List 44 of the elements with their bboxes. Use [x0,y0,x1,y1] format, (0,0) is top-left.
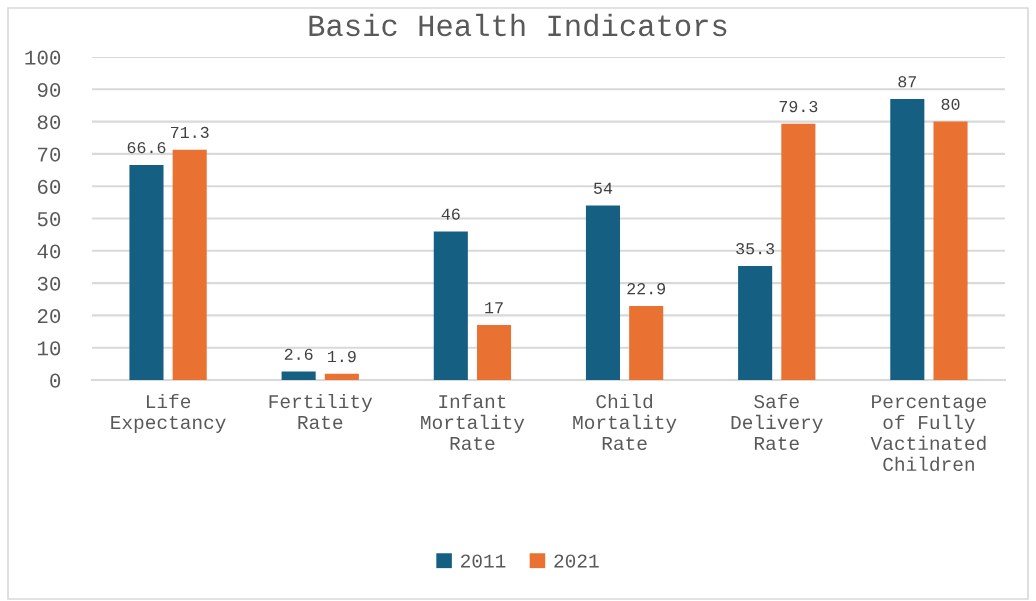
y-tick-label: 10 [37,341,61,356]
x-tick-label: Child Mortality Rate [573,393,677,451]
bar [738,265,773,380]
bar [629,306,664,380]
y-tick-label: 20 [37,309,61,324]
y-tick-label: 60 [37,179,61,194]
bar [781,123,816,380]
data-label: 35.3 [736,243,775,255]
bar [933,121,968,380]
y-tick-label: 70 [38,147,61,162]
y-tick-label: 40 [37,244,61,259]
bar [433,231,468,380]
bar [172,149,207,380]
x-tick-label: Safe Delivery Rate [731,393,823,451]
bar [476,325,512,380]
x-tick-label: Life Expectancy [111,393,226,433]
bar [324,373,359,380]
bar [585,205,621,380]
data-label: 80 [941,98,960,110]
data-label: 1.9 [328,350,356,363]
bar [129,164,164,380]
y-tick-label: 90 [37,82,61,98]
data-label: 2.6 [284,348,313,360]
y-tick-label: 50 [37,212,61,227]
y-tick-label: 80 [37,115,61,130]
data-label: 71.3 [170,126,209,139]
data-label: 79.3 [779,100,818,113]
bar [281,371,316,380]
chart-title: Basic Health Indicators [309,13,727,37]
data-label: 17 [485,302,503,314]
data-label: 87 [898,76,917,88]
data-label: 46 [441,208,460,220]
bar [890,98,925,380]
x-tick-label: Infant Mortality Rate [421,393,525,451]
x-tick-label: Fertility Rate [269,393,373,430]
data-label: 54 [594,182,613,194]
data-label: 66.6 [127,141,166,154]
y-tick-label: 0 [50,373,61,388]
y-tick-label: 100 [25,50,61,65]
legend-label: 2021 [554,554,599,568]
data-label: 22.9 [627,283,666,295]
x-tick-label: Percentage of Fully Vactinated Children [870,395,986,472]
y-tick-label: 30 [37,276,61,291]
legend-label: 2011 [461,554,506,568]
